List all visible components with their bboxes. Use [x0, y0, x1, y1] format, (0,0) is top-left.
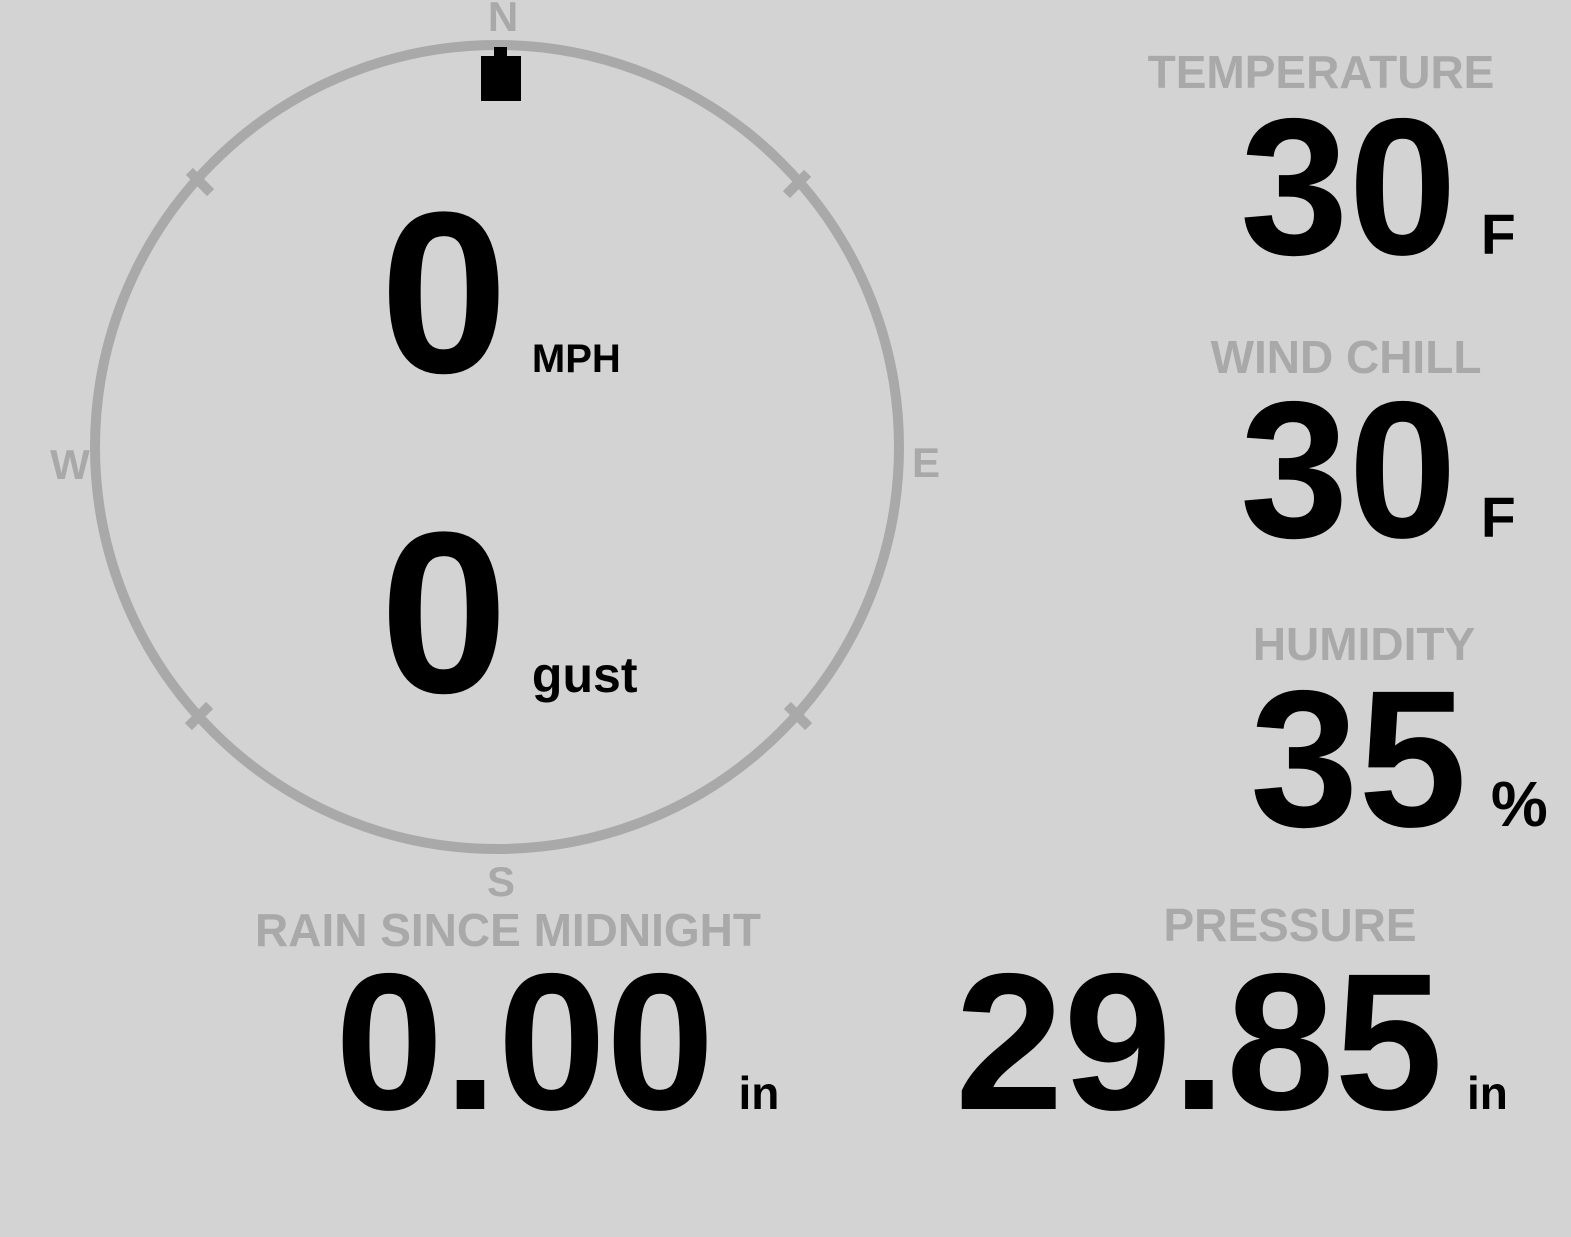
temperature-label: TEMPERATURE: [1147, 46, 1495, 98]
rain-since-midnight-unit: in: [738, 1067, 780, 1119]
wind-chill-label: WIND CHILL: [1210, 331, 1482, 383]
pressure-value: 29.85: [955, 933, 1443, 1151]
wind-gust-unit: gust: [531, 647, 638, 703]
wind-chill-unit: F: [1480, 486, 1516, 550]
rain-since-midnight-readout: 0.00 in: [335, 945, 779, 1140]
humidity-value: 35: [1250, 650, 1467, 868]
wind-compass-dial: [90, 40, 904, 854]
wind-gust-readout: 0 gust: [380, 498, 637, 728]
rain-since-midnight-label: RAIN SINCE MIDNIGHT: [255, 904, 761, 956]
humidity-label: HUMIDITY: [1252, 618, 1476, 670]
compass-label-south: S: [486, 858, 516, 905]
pressure-readout: 29.85 in: [955, 945, 1508, 1140]
rain-since-midnight-value: 0.00: [335, 933, 715, 1151]
wind-chill-readout: 30 F: [1240, 373, 1516, 568]
wind-speed-readout: 0 MPH: [380, 178, 621, 408]
humidity-unit: %: [1490, 768, 1548, 840]
wind-chill-value: 30: [1240, 361, 1457, 579]
pressure-label: PRESSURE: [1163, 899, 1417, 951]
temperature-readout: 30 F: [1240, 90, 1516, 285]
pressure-unit: in: [1466, 1067, 1508, 1119]
wind-speed-unit: MPH: [531, 337, 621, 381]
compass-label-north: N: [487, 0, 519, 40]
temperature-unit: F: [1480, 203, 1516, 267]
wind-direction-marker: [481, 56, 521, 101]
wind-gust-value: 0: [380, 484, 508, 741]
compass-label-west: W: [50, 441, 90, 488]
compass-label-east: E: [911, 439, 941, 486]
temperature-value: 30: [1240, 78, 1457, 296]
humidity-readout: 35 %: [1250, 662, 1548, 857]
wind-speed-value: 0: [380, 164, 508, 421]
